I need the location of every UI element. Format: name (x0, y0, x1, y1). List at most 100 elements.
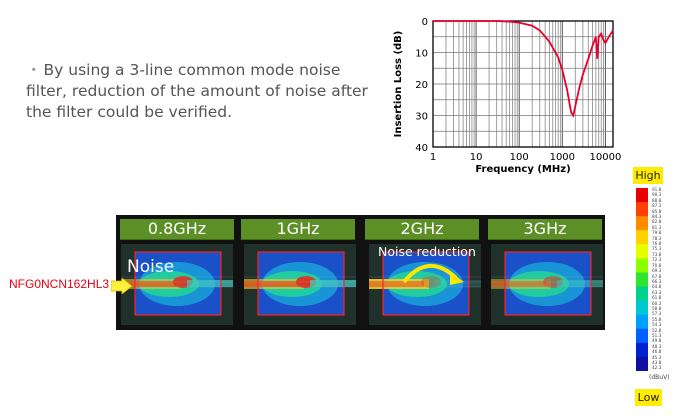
scale-tick-label: 55.8 (652, 316, 662, 322)
heatmap-image-3ghz (491, 244, 603, 325)
scale-tick-label: 69.3 (652, 268, 662, 274)
scale-tick-label: 58.8 (652, 305, 662, 311)
insertion-loss-chart: 1 10 100 1000 10000 0 10 20 30 40 Frequency (MHz… (393, 17, 622, 175)
x-tick-label: 10000 (590, 152, 622, 163)
bullet-dot: ・ (26, 61, 42, 79)
scale-tick-label: 82.8 (652, 219, 662, 225)
heatmap-image-1ghz (244, 244, 356, 325)
scale-tick-label: 60.3 (652, 300, 662, 306)
heatmap-shape (187, 280, 233, 287)
scale-tick-label: 78.3 (652, 235, 662, 241)
noise-reduction-label: Noise reduction (378, 244, 476, 259)
y-tick-label: 20 (415, 80, 428, 91)
scale-color-band (636, 202, 648, 217)
scale-tick-label: 70.8 (652, 262, 662, 268)
scale-tick-label: 42.3 (652, 365, 662, 371)
scale-color-band (636, 314, 648, 330)
scale-tick-label: 67.8 (652, 273, 662, 279)
scale-color-band (636, 230, 648, 245)
scale-tick-label: 64.8 (652, 284, 662, 290)
x-tick-label: 100 (510, 152, 529, 163)
y-tick-label: 10 (415, 49, 428, 60)
reduction-arrow-icon (402, 263, 464, 285)
scale-tick-label: 72.3 (652, 257, 662, 263)
heatmap-shape (369, 281, 424, 287)
scale-tick-label: 45.3 (652, 354, 662, 360)
x-tick-label: 1000 (550, 152, 575, 163)
noise-label: Noise (127, 257, 175, 277)
x-tick-label: 10 (470, 152, 483, 163)
scale-color-band (636, 356, 648, 371)
heatmap-shape (382, 251, 470, 316)
y-tick-labels: 0 10 20 30 40 (415, 17, 428, 154)
series-line (433, 20, 614, 118)
scale-unit-label: (dBuV) (649, 374, 670, 381)
x-tick-label: 1 (430, 152, 436, 163)
chart-grid (432, 20, 613, 148)
panel-header-2ghz: 2GHz (365, 219, 479, 240)
scale-color-band (636, 328, 648, 344)
scale-color-band (636, 342, 648, 358)
x-tick-labels: 1 10 100 1000 10000 (430, 152, 622, 163)
panel-header-0.8ghz: 0.8GHz (120, 219, 234, 240)
scale-tick-label: 73.8 (652, 251, 662, 257)
heatmap-image-2ghz (369, 244, 481, 325)
heatmap-shape (504, 251, 592, 316)
scale-low-label: Low (635, 389, 662, 406)
scale-tick-label: 48.3 (652, 343, 662, 349)
description-text: ・ By using a 3-line common mode noise fil… (26, 60, 376, 123)
y-tick-label: 0 (422, 17, 428, 28)
scale-color-band (636, 272, 648, 288)
scale-color-band (636, 244, 648, 259)
scale-tick-label: 91.8 (652, 187, 662, 192)
scale-tick-label: 75.3 (652, 246, 662, 252)
scale-tick-label: 63.3 (652, 289, 662, 295)
heatmap-field (369, 244, 481, 325)
scale-tick-label: 87.3 (652, 203, 662, 209)
plot-frame (432, 20, 614, 148)
heatmap-shape (491, 281, 546, 287)
input-arrow-icon (111, 278, 133, 294)
description-body: By using a 3-line common mode noise filt… (26, 61, 368, 121)
scale-tick-label: 54.3 (652, 322, 662, 328)
y-tick-label: 40 (415, 143, 428, 154)
scale-tick-label: 43.8 (652, 360, 662, 365)
heatmap-shape (557, 280, 603, 287)
part-number-label: NFG0NCN162HL3 (9, 277, 110, 291)
heatmap-shape (244, 281, 299, 287)
scale-tick-label: 52.8 (652, 327, 662, 333)
heatmap-field (244, 244, 356, 325)
scale-tick-label: 76.8 (652, 241, 662, 247)
scale-tick-label: 46.8 (652, 349, 662, 355)
scale-tick-label: 88.8 (652, 197, 662, 203)
color-scale-ticks: 91.8 90.3 88.8 87.3 85.8 84.3 82.8 81.3 79.8 78.3… (652, 187, 672, 371)
panel-header-3ghz: 3GHz (488, 219, 602, 240)
heatmap-field (491, 244, 603, 325)
x-axis-label: Frequency (MHz) (475, 164, 570, 175)
color-scale-bar (636, 188, 648, 371)
heatmap-shape (121, 281, 176, 287)
scale-tick-label: 81.3 (652, 224, 662, 230)
y-tick-label: 30 (415, 112, 428, 123)
scale-color-band (636, 286, 648, 302)
scale-tick-label: 49.8 (652, 338, 662, 344)
heatmap-shape (257, 251, 345, 316)
heatmap-field (121, 244, 233, 325)
heatmap-shape (310, 280, 356, 287)
scale-tick-label: 85.8 (652, 208, 662, 214)
y-axis-label: Insertion Loss (dB) (393, 31, 404, 138)
scale-high-label: High (633, 167, 663, 184)
scale-color-band (636, 258, 648, 273)
heatmap-shape (134, 251, 222, 316)
scale-tick-label: 84.3 (652, 214, 662, 220)
scale-color-band (636, 216, 648, 231)
scale-color-band (636, 188, 648, 203)
heatmap-shape (435, 280, 481, 287)
scale-color-band (636, 300, 648, 316)
panel-header-1ghz: 1GHz (241, 219, 355, 240)
scale-tick-label: 79.8 (652, 230, 662, 236)
scale-tick-label: 66.3 (652, 278, 662, 284)
scale-tick-label: 90.3 (652, 192, 662, 198)
heatmap-image-0.8ghz (121, 244, 233, 325)
scale-tick-label: 61.8 (652, 295, 662, 301)
